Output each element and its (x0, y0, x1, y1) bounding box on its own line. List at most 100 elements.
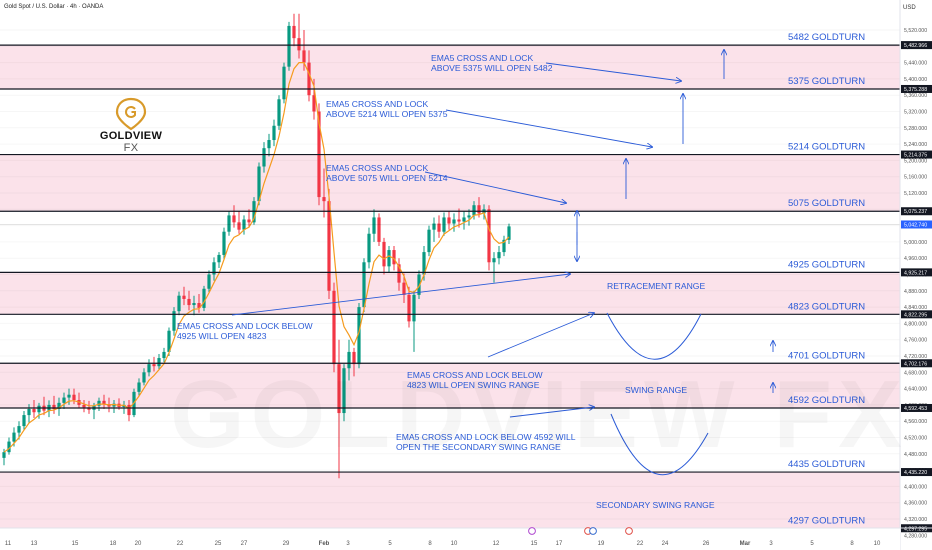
level-label: 5214 GOLDTURN (788, 142, 865, 153)
swing-range-arc[interactable] (606, 312, 702, 360)
candle[interactable] (237, 211, 241, 234)
secondary-swing-arc[interactable] (610, 413, 709, 476)
price-tick-label: 5,160.000 (904, 175, 927, 181)
candle[interactable] (212, 257, 216, 281)
candle[interactable] (492, 252, 496, 283)
candle[interactable] (177, 291, 181, 316)
candle[interactable] (467, 209, 471, 226)
retracement-arrow[interactable] (231, 274, 570, 316)
candle-body (302, 50, 306, 63)
candle[interactable] (332, 282, 336, 373)
candle[interactable] (367, 227, 371, 269)
secondary-swing-arrow[interactable] (509, 407, 594, 418)
time-tick-label: 17 (556, 541, 563, 547)
candle[interactable] (192, 295, 196, 316)
candle[interactable] (207, 270, 211, 293)
candle[interactable] (262, 142, 266, 173)
candle[interactable] (102, 394, 106, 409)
candle[interactable] (397, 258, 401, 291)
candle[interactable] (227, 211, 231, 236)
candle[interactable] (277, 95, 281, 130)
candle[interactable] (402, 273, 406, 304)
candle[interactable] (327, 188, 331, 299)
event-marker-icon[interactable] (589, 527, 597, 535)
candle[interactable] (502, 235, 506, 257)
candle[interactable] (157, 353, 161, 370)
target-arrow[interactable] (545, 62, 681, 81)
candle[interactable] (282, 62, 286, 104)
candle[interactable] (32, 400, 36, 418)
candle[interactable] (202, 285, 206, 312)
candle[interactable] (352, 347, 356, 377)
candle[interactable] (442, 212, 446, 236)
candle[interactable] (22, 411, 26, 431)
candle[interactable] (17, 421, 21, 440)
candle[interactable] (82, 400, 86, 413)
candle[interactable] (37, 402, 41, 419)
candle[interactable] (472, 201, 476, 220)
candle[interactable] (432, 217, 436, 242)
candle[interactable] (462, 211, 466, 230)
price-tick-label: 4,320.000 (904, 517, 927, 523)
candle[interactable] (362, 258, 366, 312)
target-arrow[interactable] (424, 171, 566, 203)
candle[interactable] (67, 388, 71, 405)
candle[interactable] (147, 359, 151, 377)
candle[interactable] (162, 347, 166, 363)
candle[interactable] (152, 356, 156, 372)
candle[interactable] (412, 290, 416, 352)
current-price-tag-text: 5,042.740 (904, 222, 927, 228)
level-label: 5482 GOLDTURN (788, 32, 865, 43)
level-price-tag-text: 4,702.176 (904, 361, 927, 367)
candle[interactable] (437, 215, 441, 238)
time-tick-label: 3 (346, 541, 350, 547)
candle[interactable] (387, 245, 391, 273)
candle[interactable] (62, 392, 66, 409)
candle[interactable] (382, 237, 386, 275)
target-arrow[interactable] (445, 109, 652, 147)
candle-body (397, 264, 401, 283)
candle[interactable] (452, 213, 456, 232)
swing-arrow[interactable] (487, 313, 594, 358)
candle[interactable] (222, 227, 226, 260)
candle[interactable] (417, 270, 421, 299)
candle[interactable] (27, 404, 31, 423)
candle[interactable] (127, 400, 131, 422)
candle[interactable] (52, 395, 56, 414)
candle[interactable] (307, 50, 311, 102)
candle[interactable] (187, 290, 191, 311)
candle[interactable] (322, 168, 326, 218)
candle[interactable] (427, 225, 431, 257)
candle[interactable] (257, 162, 261, 206)
candle[interactable] (342, 364, 346, 422)
zone-band (0, 45, 900, 89)
event-marker-icon[interactable] (528, 527, 536, 535)
candle[interactable] (292, 13, 296, 47)
candle[interactable] (287, 21, 291, 71)
candle[interactable] (447, 211, 451, 230)
candle[interactable] (72, 388, 76, 405)
candle[interactable] (377, 213, 381, 246)
candle[interactable] (197, 294, 201, 313)
candle[interactable] (507, 223, 511, 244)
candle[interactable] (347, 339, 351, 381)
candle[interactable] (297, 13, 301, 59)
candle[interactable] (272, 119, 276, 147)
price-tick-label: 4,480.000 (904, 452, 927, 458)
candle[interactable] (242, 215, 246, 235)
candle[interactable] (7, 437, 11, 455)
candle[interactable] (487, 205, 491, 271)
candle[interactable] (247, 209, 251, 228)
candle[interactable] (232, 205, 236, 228)
candle[interactable] (497, 245, 501, 265)
candle[interactable] (142, 368, 146, 386)
candle[interactable] (372, 209, 376, 242)
candle[interactable] (217, 252, 221, 268)
candle[interactable] (267, 133, 271, 157)
candle[interactable] (137, 378, 141, 396)
candle[interactable] (182, 286, 186, 306)
candle[interactable] (172, 307, 176, 336)
event-marker-icon[interactable] (625, 527, 633, 535)
candle[interactable] (57, 397, 61, 416)
